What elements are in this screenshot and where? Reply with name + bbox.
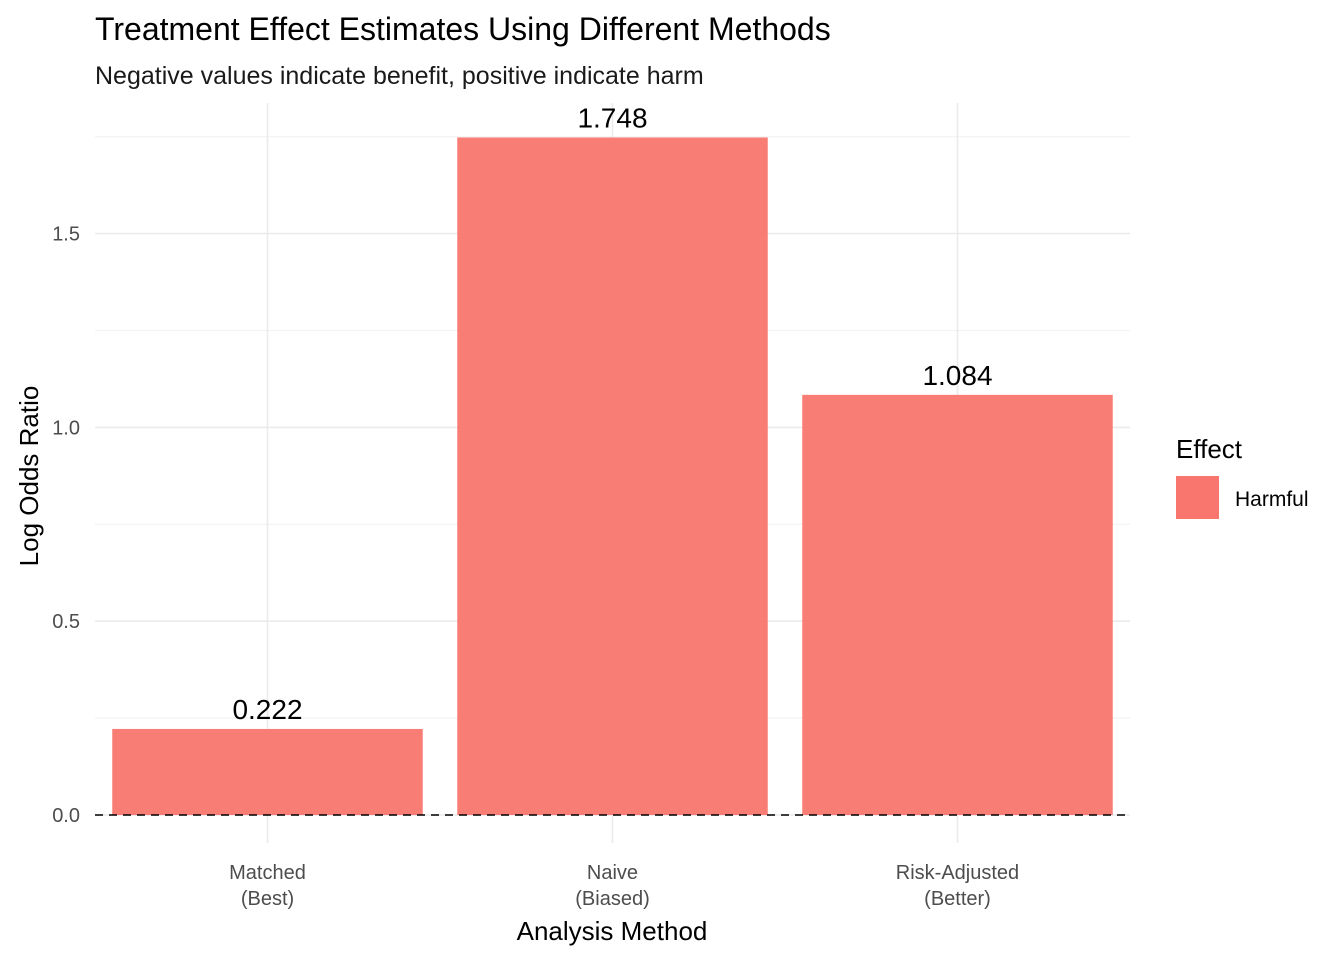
- x-tick-label: Risk-Adjusted (Better): [896, 862, 1019, 910]
- y-axis-ticks: 0.0 0.5 1.0 1.5: [52, 224, 80, 827]
- bar-naive: [457, 137, 768, 815]
- y-axis-title: Log Odds Ratio: [14, 386, 44, 567]
- y-tick-label: 1.5: [52, 224, 80, 246]
- x-tick-label: Matched (Best): [229, 862, 306, 910]
- bar-value-labels: 0.222 1.748 1.084: [232, 102, 992, 724]
- legend-swatch: [1176, 476, 1219, 519]
- legend-label: Harmful: [1235, 488, 1309, 511]
- bar-value-label: 1.748: [577, 102, 647, 133]
- y-tick-label: 0.5: [52, 611, 80, 633]
- legend: Effect Harmful: [1176, 434, 1309, 519]
- chart-subtitle: Negative values indicate benefit, positi…: [95, 62, 704, 90]
- bar-value-label: 1.084: [922, 360, 992, 391]
- bar-value-label: 0.222: [232, 694, 302, 725]
- bars: [112, 137, 1113, 815]
- legend-title: Effect: [1176, 434, 1243, 464]
- bar-matched: [112, 728, 423, 815]
- chart-title: Treatment Effect Estimates Using Differe…: [95, 11, 831, 47]
- y-tick-label: 1.0: [52, 417, 80, 439]
- x-axis-title: Analysis Method: [517, 916, 708, 946]
- bar-risk-adjusted: [802, 394, 1113, 815]
- x-tick-label: Naive (Biased): [575, 862, 649, 910]
- x-axis-ticks: Matched (Best) Naive (Biased) Risk-Adjusted(…: [229, 862, 1019, 910]
- y-tick-label: 0.0: [52, 805, 80, 827]
